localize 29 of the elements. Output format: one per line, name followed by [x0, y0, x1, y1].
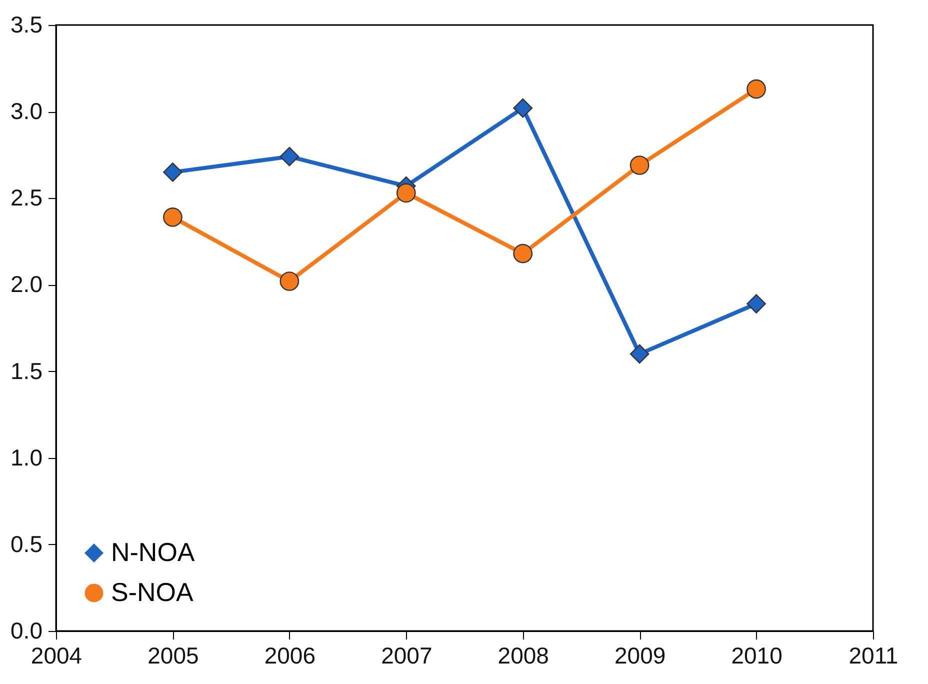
point: [630, 156, 650, 175]
x-tick-label: 2011: [848, 642, 898, 668]
x-tick-label: 2005: [148, 642, 199, 668]
y-tick-label: 2.0: [10, 271, 42, 298]
y-tick-label: 1.5: [10, 358, 42, 384]
point: [746, 79, 766, 99]
point: [396, 183, 416, 203]
point: [513, 98, 533, 118]
x-tick-label: 2009: [614, 642, 666, 668]
point: [280, 146, 300, 166]
point: [280, 272, 300, 291]
y-tick-label: 1.0: [10, 444, 42, 470]
y-tick-label: 2.5: [10, 184, 42, 211]
legend-label: S-NOA: [111, 577, 194, 607]
y-tick-label: 0.0: [10, 618, 42, 644]
legend-label: N-NOA: [111, 537, 196, 567]
x-tick-label: 2008: [498, 642, 549, 668]
x-tick-label: 2007: [381, 642, 432, 668]
point: [630, 344, 650, 364]
point: [513, 244, 533, 264]
point: [746, 294, 766, 314]
x-tick-label: 2006: [264, 642, 316, 668]
y-tick-label: 3.0: [10, 98, 42, 124]
point: [163, 208, 182, 227]
x-tick-label: 2004: [30, 642, 82, 668]
x-tick-label: 2010: [731, 642, 782, 668]
y-tick-label: 0.5: [10, 530, 42, 557]
y-tick-label: 3.5: [10, 12, 42, 38]
point: [163, 162, 182, 182]
